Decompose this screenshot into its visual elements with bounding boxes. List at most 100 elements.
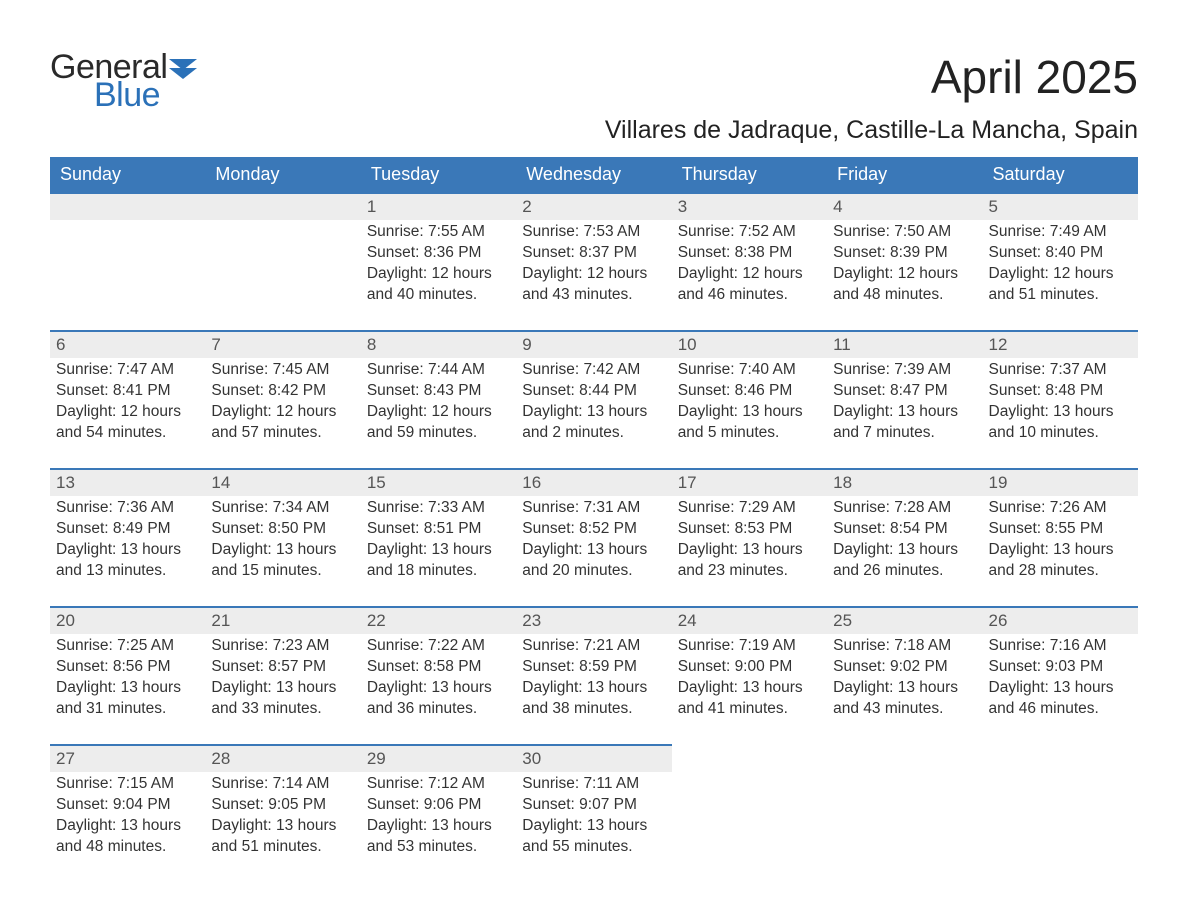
day-number-text: 12 (989, 335, 1008, 354)
day-number-text: 22 (367, 611, 386, 630)
calendar-cell (672, 744, 827, 882)
day-number-text: 9 (522, 335, 531, 354)
day-number: 18 (827, 468, 982, 496)
day-number: 3 (672, 192, 827, 220)
calendar-cell: 14Sunrise: 7:34 AMSunset: 8:50 PMDayligh… (205, 468, 360, 606)
day-details: Sunrise: 7:55 AMSunset: 8:36 PMDaylight:… (361, 220, 516, 314)
day-number-text: 1 (367, 197, 376, 216)
day-number: 30 (516, 744, 671, 772)
calendar-cell: 27Sunrise: 7:15 AMSunset: 9:04 PMDayligh… (50, 744, 205, 882)
day-number: 2 (516, 192, 671, 220)
day-details: Sunrise: 7:11 AMSunset: 9:07 PMDaylight:… (516, 772, 671, 866)
day-number: 27 (50, 744, 205, 772)
day-number-text: 20 (56, 611, 75, 630)
calendar-cell: 16 Sunrise: 7:31 AMSunset: 8:52 PMDayligh… (516, 468, 671, 606)
day-number-text: 10 (678, 335, 697, 354)
day-details: Sunrise: 7:44 AMSunset: 8:43 PMDaylight:… (361, 358, 516, 452)
day-number: 23 (516, 606, 671, 634)
day-number-text: 2 (522, 197, 531, 216)
calendar-cell: 8Sunrise: 7:44 AMSunset: 8:43 PMDaylight… (361, 330, 516, 468)
day-number: 16 (516, 468, 671, 496)
day-number-text: 28 (211, 749, 230, 768)
day-number: 5 (983, 192, 1138, 220)
calendar-cell: 19 Sunrise: 7:26 AMSunset: 8:55 PMDayligh… (983, 468, 1138, 606)
weekday-header: Friday (827, 157, 982, 192)
day-details: Sunrise: 7:34 AMSunset: 8:50 PMDaylight:… (205, 496, 360, 590)
calendar-cell: 10 Sunrise: 7:40 AMSunset: 8:46 PMDayligh… (672, 330, 827, 468)
brand-logo: General Blue (50, 50, 197, 112)
day-number: 26 (983, 606, 1138, 634)
day-details: Sunrise: 7:16 AMSunset: 9:03 PMDaylight:… (983, 634, 1138, 728)
day-details: Sunrise: 7:53 AMSunset: 8:37 PMDaylight:… (516, 220, 671, 314)
day-number: 25 (827, 606, 982, 634)
flag-icon (169, 53, 197, 87)
weekday-header: Wednesday (516, 157, 671, 192)
day-number: 12 (983, 330, 1138, 358)
day-number-text: 24 (678, 611, 697, 630)
calendar-cell: 6Sunrise: 7:47 AMSunset: 8:41 PMDaylight… (50, 330, 205, 468)
location-subtitle: Villares de Jadraque, Castille-La Mancha… (50, 116, 1138, 145)
day-number: 4 (827, 192, 982, 220)
calendar-cell: 13 Sunrise: 7:36 AMSunset: 8:49 PMDayligh… (50, 468, 205, 606)
calendar-cell (205, 192, 360, 330)
day-details: Sunrise: 7:22 AMSunset: 8:58 PMDaylight:… (361, 634, 516, 728)
weekday-header: Thursday (672, 157, 827, 192)
weekday-header: Monday (205, 157, 360, 192)
calendar-header-row: SundayMondayTuesdayWednesdayThursdayFrid… (50, 157, 1138, 192)
calendar-cell: 17Sunrise: 7:29 AMSunset: 8:53 PMDayligh… (672, 468, 827, 606)
calendar-cell: 15 Sunrise: 7:33 AMSunset: 8:51 PMDayligh… (361, 468, 516, 606)
day-number-text: 25 (833, 611, 852, 630)
day-details: Sunrise: 7:36 AMSunset: 8:49 PMDaylight:… (50, 496, 205, 590)
day-details: Sunrise: 7:39 AMSunset: 8:47 PMDaylight:… (827, 358, 982, 452)
day-details: Sunrise: 7:50 AMSunset: 8:39 PMDaylight:… (827, 220, 982, 314)
day-number-text: 23 (522, 611, 541, 630)
calendar-page: General Blue April 2025 Villares de Jadr… (0, 0, 1188, 922)
day-number: 1 (361, 192, 516, 220)
day-number: 14 (205, 468, 360, 496)
empty-day-header (205, 192, 360, 220)
day-details: Sunrise: 7:42 AMSunset: 8:44 PMDaylight:… (516, 358, 671, 452)
day-details: Sunrise: 7:31 AMSunset: 8:52 PMDaylight:… (516, 496, 671, 590)
calendar-cell: 1 Sunrise: 7:55 AMSunset: 8:36 PMDaylight… (361, 192, 516, 330)
day-number: 10 (672, 330, 827, 358)
day-details: Sunrise: 7:18 AMSunset: 9:02 PMDaylight:… (827, 634, 982, 728)
day-number: 11 (827, 330, 982, 358)
day-number-text: 29 (367, 749, 386, 768)
calendar-cell: 11Sunrise: 7:39 AMSunset: 8:47 PMDayligh… (827, 330, 982, 468)
calendar-cell: 28Sunrise: 7:14 AMSunset: 9:05 PMDayligh… (205, 744, 360, 882)
calendar-cell: 22 Sunrise: 7:22 AMSunset: 8:58 PMDayligh… (361, 606, 516, 744)
day-number-text: 13 (56, 473, 75, 492)
calendar-cell: 21Sunrise: 7:23 AMSunset: 8:57 PMDayligh… (205, 606, 360, 744)
day-number: 7 (205, 330, 360, 358)
calendar-cell: 24Sunrise: 7:19 AMSunset: 9:00 PMDayligh… (672, 606, 827, 744)
day-number: 8 (361, 330, 516, 358)
day-number: 28 (205, 744, 360, 772)
empty-cell (672, 744, 827, 752)
calendar-cell: 2 Sunrise: 7:53 AMSunset: 8:37 PMDaylight… (516, 192, 671, 330)
day-number-text: 3 (678, 197, 687, 216)
day-number-text: 27 (56, 749, 75, 768)
day-details: Sunrise: 7:26 AMSunset: 8:55 PMDaylight:… (983, 496, 1138, 590)
day-details: Sunrise: 7:33 AMSunset: 8:51 PMDaylight:… (361, 496, 516, 590)
page-title: April 2025 (931, 50, 1138, 104)
day-number-text: 15 (367, 473, 386, 492)
day-details: Sunrise: 7:40 AMSunset: 8:46 PMDaylight:… (672, 358, 827, 452)
day-number-text: 17 (678, 473, 697, 492)
empty-day-header (50, 192, 205, 220)
calendar-cell: 5Sunrise: 7:49 AMSunset: 8:40 PMDaylight… (983, 192, 1138, 330)
day-details: Sunrise: 7:23 AMSunset: 8:57 PMDaylight:… (205, 634, 360, 728)
day-number: 19 (983, 468, 1138, 496)
day-details: Sunrise: 7:21 AMSunset: 8:59 PMDaylight:… (516, 634, 671, 728)
day-number: 6 (50, 330, 205, 358)
day-number-text: 19 (989, 473, 1008, 492)
calendar-body: 1 Sunrise: 7:55 AMSunset: 8:36 PMDaylight… (50, 192, 1138, 882)
day-details: Sunrise: 7:12 AMSunset: 9:06 PMDaylight:… (361, 772, 516, 866)
day-number: 24 (672, 606, 827, 634)
day-number-text: 16 (522, 473, 541, 492)
day-number-text: 26 (989, 611, 1008, 630)
empty-cell (827, 744, 982, 752)
calendar-cell: 25 Sunrise: 7:18 AMSunset: 9:02 PMDayligh… (827, 606, 982, 744)
day-details: Sunrise: 7:25 AMSunset: 8:56 PMDaylight:… (50, 634, 205, 728)
day-number: 9 (516, 330, 671, 358)
day-number: 20 (50, 606, 205, 634)
